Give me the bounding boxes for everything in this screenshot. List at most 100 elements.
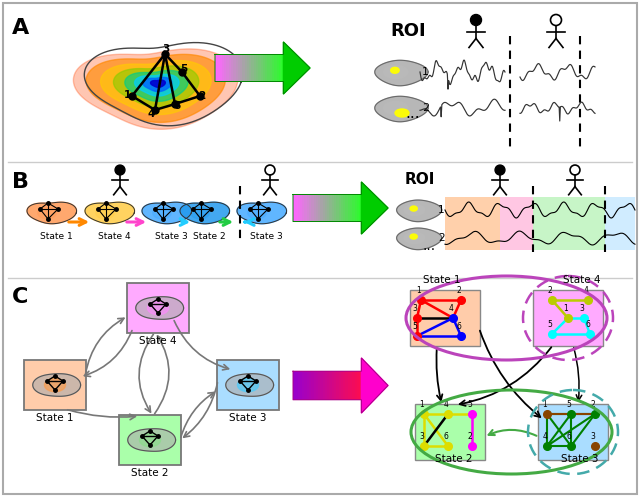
FancyBboxPatch shape [410,290,480,346]
Bar [263,55,266,82]
Bar [249,55,252,82]
Bar [334,194,337,222]
Text: 1: 1 [543,400,547,409]
Bar [327,371,330,400]
Bar [305,194,307,222]
Bar [337,194,339,222]
Text: State 3: State 3 [229,413,267,423]
Text: 1: 1 [417,286,421,295]
Text: B: B [12,172,29,192]
Bar [305,371,307,400]
Bar [279,55,282,82]
Bar [325,194,328,222]
Bar [330,194,332,222]
Bar [533,197,605,250]
Text: 5: 5 [548,320,552,329]
Bar [330,371,332,400]
Bar [314,371,316,400]
Bar [323,194,325,222]
Text: State 3: State 3 [155,232,188,241]
Bar [293,371,296,400]
Polygon shape [248,207,266,219]
Text: State 2: State 2 [131,468,169,478]
FancyBboxPatch shape [127,283,189,333]
Bar [215,55,218,82]
Bar [276,55,279,82]
Bar [337,371,339,400]
Text: ROI: ROI [390,22,426,40]
Text: 5: 5 [180,64,188,74]
Bar [298,371,300,400]
Bar [357,371,360,400]
Bar [350,371,353,400]
Text: 4: 4 [444,400,449,409]
Text: 2: 2 [468,432,472,441]
Bar [346,371,348,400]
Polygon shape [136,297,184,319]
Text: 3: 3 [413,304,417,313]
Text: ...: ... [423,239,436,253]
FancyBboxPatch shape [415,404,485,460]
FancyBboxPatch shape [538,404,608,460]
Text: 2: 2 [422,103,429,113]
Circle shape [115,165,125,175]
Text: State 1: State 1 [40,232,73,241]
Polygon shape [153,207,172,219]
Polygon shape [143,78,172,91]
Bar [500,197,533,250]
Bar [311,371,314,400]
Bar [445,197,500,250]
Text: State 4: State 4 [98,232,131,241]
Text: State 4: State 4 [563,275,600,285]
Text: State 1: State 1 [423,275,461,285]
Bar [295,194,298,222]
Text: 6: 6 [456,322,461,331]
Bar [325,371,328,400]
Ellipse shape [410,206,417,211]
Text: 5: 5 [413,322,417,331]
Text: 6: 6 [173,101,180,111]
Bar [357,194,360,222]
Polygon shape [362,182,388,234]
Text: 4: 4 [543,432,547,441]
Bar [243,55,245,82]
Polygon shape [180,202,230,224]
Polygon shape [113,66,199,107]
Ellipse shape [395,109,409,117]
Bar [265,55,268,82]
Text: State 3: State 3 [250,232,283,241]
Bar [348,194,351,222]
Text: State 1: State 1 [36,413,74,423]
Bar [247,55,250,82]
Text: 3: 3 [580,304,584,313]
Bar [332,194,335,222]
Text: 2: 2 [548,286,552,295]
Text: ...: ... [405,106,420,121]
Polygon shape [397,200,442,222]
Bar [323,371,325,400]
Bar [253,55,257,82]
Bar [343,194,346,222]
Bar [252,55,254,82]
Bar [334,371,337,400]
Text: 1: 1 [564,304,568,313]
Bar [341,194,344,222]
Text: 5: 5 [468,400,472,409]
Polygon shape [383,101,408,115]
Text: 3: 3 [163,44,170,54]
Bar [348,371,351,400]
Text: 4: 4 [584,286,588,295]
Bar [327,194,330,222]
Bar [298,194,300,222]
FancyBboxPatch shape [217,360,279,410]
Bar [332,371,335,400]
Text: 6: 6 [444,432,449,441]
Text: 6: 6 [586,320,591,329]
Polygon shape [404,233,425,244]
Text: 2: 2 [456,286,461,295]
Bar [259,55,261,82]
Text: 1: 1 [420,400,424,409]
Bar [339,371,341,400]
Polygon shape [27,202,77,224]
Bar [605,197,635,250]
